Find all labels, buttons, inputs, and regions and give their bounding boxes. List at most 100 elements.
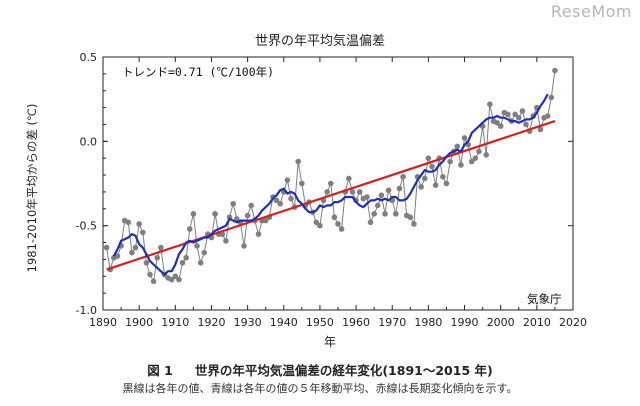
x-tick-label: 1970 bbox=[378, 316, 406, 329]
annual-value-point bbox=[103, 244, 110, 251]
y-tick-label: 0.0 bbox=[80, 135, 98, 148]
x-tick-label: 1980 bbox=[414, 316, 442, 329]
annual-value-point bbox=[356, 189, 363, 195]
annual-value-point bbox=[483, 152, 490, 158]
x-tick-label: 2010 bbox=[523, 316, 551, 329]
annual-value-point bbox=[194, 243, 200, 249]
annual-value-point bbox=[552, 67, 558, 74]
annual-value-point bbox=[515, 114, 522, 121]
annual-value-point bbox=[179, 259, 186, 266]
chart-title: 世界の年平均気温偏差 bbox=[254, 34, 385, 49]
x-tick-label: 1890 bbox=[89, 316, 117, 329]
annual-value-point bbox=[230, 200, 236, 207]
annual-value-point bbox=[150, 278, 157, 285]
annual-value-point bbox=[299, 180, 305, 187]
annual-value-point bbox=[364, 194, 370, 200]
annual-value-point bbox=[425, 155, 432, 161]
annual-values-line bbox=[106, 70, 556, 283]
annual-value-point bbox=[129, 249, 135, 256]
annual-value-point bbox=[136, 221, 142, 227]
annual-value-point bbox=[201, 249, 208, 256]
annual-value-point bbox=[172, 273, 179, 280]
annual-value-point bbox=[349, 189, 356, 195]
annual-value-point bbox=[139, 229, 146, 236]
annual-value-point bbox=[411, 221, 417, 227]
y-tick-label: 0.5 bbox=[80, 51, 98, 64]
annual-value-point bbox=[418, 184, 424, 190]
annual-value-point bbox=[262, 217, 269, 224]
annual-value-point bbox=[440, 173, 446, 180]
annual-value-point bbox=[223, 238, 229, 244]
annual-value-point bbox=[248, 202, 255, 209]
annual-value-point bbox=[497, 123, 504, 129]
annual-value-point bbox=[147, 271, 153, 278]
annual-value-point bbox=[284, 177, 291, 183]
annual-value-point bbox=[385, 187, 392, 194]
annual-value-point bbox=[458, 162, 464, 168]
x-axis-label: 年 bbox=[323, 335, 337, 349]
annual-value-point bbox=[295, 158, 302, 165]
annual-value-point bbox=[244, 212, 251, 219]
annual-value-point bbox=[346, 175, 352, 182]
annual-value-point bbox=[461, 135, 468, 141]
annual-value-point bbox=[288, 195, 294, 202]
annual-value-point bbox=[255, 231, 262, 237]
annual-value-point bbox=[472, 155, 479, 161]
x-tick-label: 1960 bbox=[342, 316, 370, 329]
annual-value-point bbox=[432, 182, 439, 188]
figure-caption: 図 1 世界の年平均気温偏差の経年変化(1891～2015 年) bbox=[0, 360, 640, 379]
annual-value-point bbox=[367, 219, 374, 226]
x-tick-label: 2000 bbox=[487, 316, 515, 329]
annual-value-point bbox=[447, 158, 453, 165]
annual-value-point bbox=[378, 192, 385, 199]
annual-value-point bbox=[421, 175, 428, 182]
annual-value-point bbox=[487, 101, 493, 108]
annual-value-point bbox=[371, 211, 377, 217]
annual-value-point bbox=[468, 158, 475, 165]
annual-value-point bbox=[331, 214, 338, 221]
annual-value-point bbox=[125, 219, 132, 226]
annual-value-point bbox=[324, 189, 330, 195]
axis-ticks: 1890 1900 1910 1920 1930 1940 1950 1960 1970 1980… bbox=[76, 51, 587, 329]
x-tick-label: 1910 bbox=[161, 316, 189, 329]
annual-value-point bbox=[393, 211, 399, 217]
annual-value-point bbox=[212, 211, 218, 217]
figure-note: 黒線は各年の値、青線は各年の値の５年移動平均、赤線は長期変化傾向を示す。 bbox=[122, 382, 518, 395]
x-tick-label: 1940 bbox=[270, 316, 298, 329]
annual-value-point bbox=[176, 276, 182, 283]
annual-value-point bbox=[537, 126, 544, 133]
annual-value-point bbox=[327, 180, 334, 187]
annual-value-point bbox=[114, 253, 121, 259]
annual-value-point bbox=[241, 243, 247, 249]
annual-value-point bbox=[407, 214, 414, 221]
annual-value-point bbox=[190, 211, 197, 217]
annual-value-point bbox=[476, 148, 482, 155]
annual-value-point bbox=[143, 259, 150, 266]
annual-value-point bbox=[233, 216, 240, 222]
annual-value-point bbox=[443, 180, 450, 187]
annual-value-point bbox=[154, 254, 161, 261]
x-tick-label: 1930 bbox=[234, 316, 262, 329]
x-tick-label: 1950 bbox=[306, 316, 334, 329]
annual-value-point bbox=[400, 173, 406, 180]
annual-value-point bbox=[168, 276, 175, 283]
figure-number: 図 1 bbox=[147, 363, 173, 378]
y-tick-label: -0.5 bbox=[76, 220, 97, 233]
annual-value-point bbox=[382, 211, 388, 217]
x-tick-label: 1990 bbox=[451, 316, 479, 329]
annual-value-point bbox=[523, 121, 529, 128]
data-series bbox=[103, 67, 558, 285]
annual-value-point bbox=[494, 119, 500, 126]
annual-value-point bbox=[186, 226, 193, 232]
annual-value-point bbox=[273, 197, 280, 204]
annual-value-point bbox=[519, 108, 526, 114]
watermark: ReseMom bbox=[550, 2, 632, 21]
annual-value-point bbox=[317, 222, 323, 229]
x-tick-label: 2020 bbox=[559, 316, 587, 329]
annual-value-point bbox=[183, 254, 189, 261]
annual-value-point bbox=[429, 163, 435, 170]
trend-line bbox=[106, 120, 556, 271]
annual-value-point bbox=[512, 111, 518, 118]
x-tick-label: 1920 bbox=[197, 316, 225, 329]
